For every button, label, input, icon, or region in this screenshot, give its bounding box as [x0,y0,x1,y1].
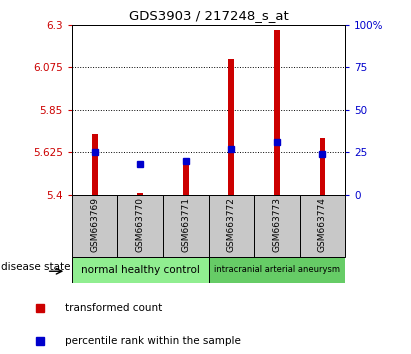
Text: GSM663769: GSM663769 [90,197,99,252]
Text: GSM663773: GSM663773 [272,197,282,252]
Text: GSM663770: GSM663770 [136,197,145,252]
Bar [92,134,98,195]
Bar [137,193,143,195]
Bar [72,195,118,257]
Text: intracranial arterial aneurysm: intracranial arterial aneurysm [214,266,340,274]
Bar [254,195,300,257]
Text: GSM663771: GSM663771 [181,197,190,252]
Bar [72,257,209,283]
Text: disease state: disease state [2,262,71,272]
Bar [300,195,345,257]
Bar [274,30,280,195]
Text: GSM663772: GSM663772 [227,197,236,252]
Bar [229,59,234,195]
Bar [183,162,189,195]
Bar [209,195,254,257]
Bar [319,138,326,195]
Bar [118,195,163,257]
Title: GDS3903 / 217248_s_at: GDS3903 / 217248_s_at [129,9,289,22]
Text: GSM663774: GSM663774 [318,197,327,252]
Bar [209,257,345,283]
Bar [163,195,209,257]
Text: percentile rank within the sample: percentile rank within the sample [65,336,241,346]
Text: transformed count: transformed count [65,303,163,313]
Text: normal healthy control: normal healthy control [81,265,200,275]
